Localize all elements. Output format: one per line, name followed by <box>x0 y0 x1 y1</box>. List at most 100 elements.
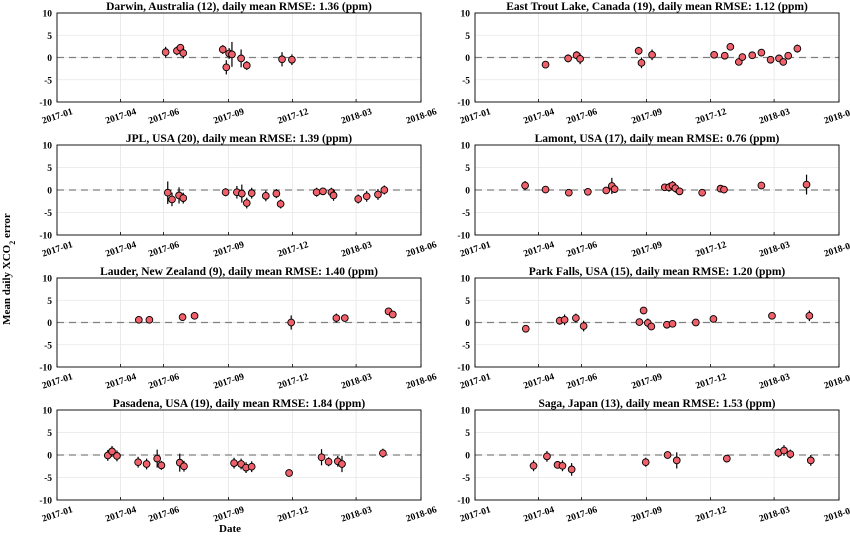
y-tick-label: -5 <box>462 474 470 484</box>
y-tick-label: -10 <box>457 99 470 109</box>
data-point <box>161 48 170 57</box>
data-point <box>374 190 382 199</box>
x-tick-label: 2018-03 <box>340 372 373 391</box>
y-tick-label: 10 <box>43 142 53 152</box>
data-point <box>572 314 580 322</box>
y-tick-label: 0 <box>465 187 470 197</box>
x-tick-label: 2018-06 <box>405 372 438 391</box>
data-point <box>780 446 788 455</box>
data-point <box>218 45 227 54</box>
data-point <box>584 187 592 196</box>
y-tick-label: -5 <box>462 209 470 219</box>
x-tick-label: 2017-09 <box>212 240 245 259</box>
data-point <box>779 58 788 66</box>
data-point <box>602 186 611 195</box>
y-tick-label: 5 <box>465 164 470 174</box>
data-point <box>560 315 569 324</box>
data-point <box>757 181 766 190</box>
y-axis-label-main: Mean daily XCO <box>1 244 13 325</box>
y-tick-label: 10 <box>461 142 471 152</box>
x-tick-label: 2018-06 <box>405 505 438 524</box>
data-point <box>332 314 341 322</box>
data-point <box>635 318 644 326</box>
data-point <box>529 461 538 470</box>
x-tick-label: 2017-04 <box>105 107 138 126</box>
x-tick-label: 2017-04 <box>523 240 556 259</box>
x-tick-label: 2018-06 <box>823 240 850 259</box>
chart-panel: -10 -5 0 5 10 2017-01 2017-04 2017-06 2017-09 201… <box>457 1 850 127</box>
data-point <box>641 458 650 467</box>
data-point <box>222 63 231 72</box>
x-tick-label: 2017-06 <box>148 372 181 391</box>
data-point <box>576 54 584 63</box>
y-tick-label: 0 <box>465 319 470 329</box>
data-point <box>276 200 285 208</box>
y-tick-label: -5 <box>462 341 470 351</box>
y-tick-label: 0 <box>465 54 470 64</box>
y-tick-label: 5 <box>47 429 52 439</box>
data-point <box>543 452 551 461</box>
chart-title: Saga, Japan (13), daily mean RMSE: 1.53 … <box>538 398 775 410</box>
data-point <box>285 469 293 477</box>
data-point <box>709 315 718 323</box>
data-point <box>541 60 550 69</box>
y-tick-label: 5 <box>47 164 52 174</box>
data-point <box>354 195 363 203</box>
x-tick-label: 2017-06 <box>566 107 599 126</box>
x-tick-label: 2017-06 <box>566 240 599 259</box>
data-point <box>558 461 567 470</box>
x-tick-label: 2017-04 <box>523 372 556 391</box>
x-tick-label: 2018-06 <box>405 107 438 126</box>
data-point <box>748 51 757 60</box>
data-point <box>610 185 619 193</box>
data-point <box>237 54 245 63</box>
data-point <box>247 189 256 198</box>
data-point <box>766 55 775 64</box>
data-point <box>319 187 327 196</box>
data-point <box>720 185 728 194</box>
data-point <box>722 454 731 463</box>
chart-title: Park Falls, USA (15), daily mean RMSE: 1… <box>529 266 786 278</box>
data-point <box>567 465 576 474</box>
x-tick-label: 2018-03 <box>758 240 791 259</box>
data-point <box>134 315 143 324</box>
y-tick-label: -10 <box>457 497 470 507</box>
chart-panel: -10 -5 0 5 10 2017-01 2017-04 2017-06 2017-09 201… <box>39 1 438 127</box>
x-tick-label: 2018-06 <box>823 107 850 126</box>
data-point <box>663 451 672 459</box>
y-tick-label: -5 <box>44 209 52 219</box>
y-tick-label: 5 <box>465 429 470 439</box>
data-point <box>805 311 814 320</box>
y-tick-label: 5 <box>47 297 52 307</box>
x-tick-label: 2017-01 <box>459 372 492 391</box>
x-tick-label: 2017-12 <box>695 240 728 259</box>
data-point <box>802 180 811 189</box>
x-tick-label: 2018-03 <box>340 107 373 126</box>
x-tick-label: 2017-12 <box>277 107 310 126</box>
x-tick-label: 2017-06 <box>566 505 599 524</box>
x-tick-label: 2017-04 <box>105 505 138 524</box>
x-tick-label: 2017-01 <box>41 372 74 391</box>
data-point <box>113 452 121 460</box>
data-point <box>806 456 815 465</box>
data-point <box>228 50 236 59</box>
data-point <box>272 189 281 198</box>
y-tick-label: 10 <box>461 407 471 417</box>
data-point <box>541 185 550 194</box>
data-point <box>261 192 270 200</box>
x-tick-label: 2018-06 <box>823 372 850 391</box>
data-point <box>221 188 230 197</box>
x-tick-label: 2017-06 <box>148 107 181 126</box>
data-point <box>168 195 176 204</box>
data-point <box>179 194 188 202</box>
axes-frame <box>56 409 422 501</box>
y-tick-label: 0 <box>47 54 52 64</box>
data-point <box>786 450 795 458</box>
x-tick-label: 2017-09 <box>212 372 245 391</box>
data-point <box>134 458 142 467</box>
data-point <box>726 42 735 51</box>
y-tick-label: 10 <box>461 275 471 285</box>
data-point <box>672 456 681 465</box>
